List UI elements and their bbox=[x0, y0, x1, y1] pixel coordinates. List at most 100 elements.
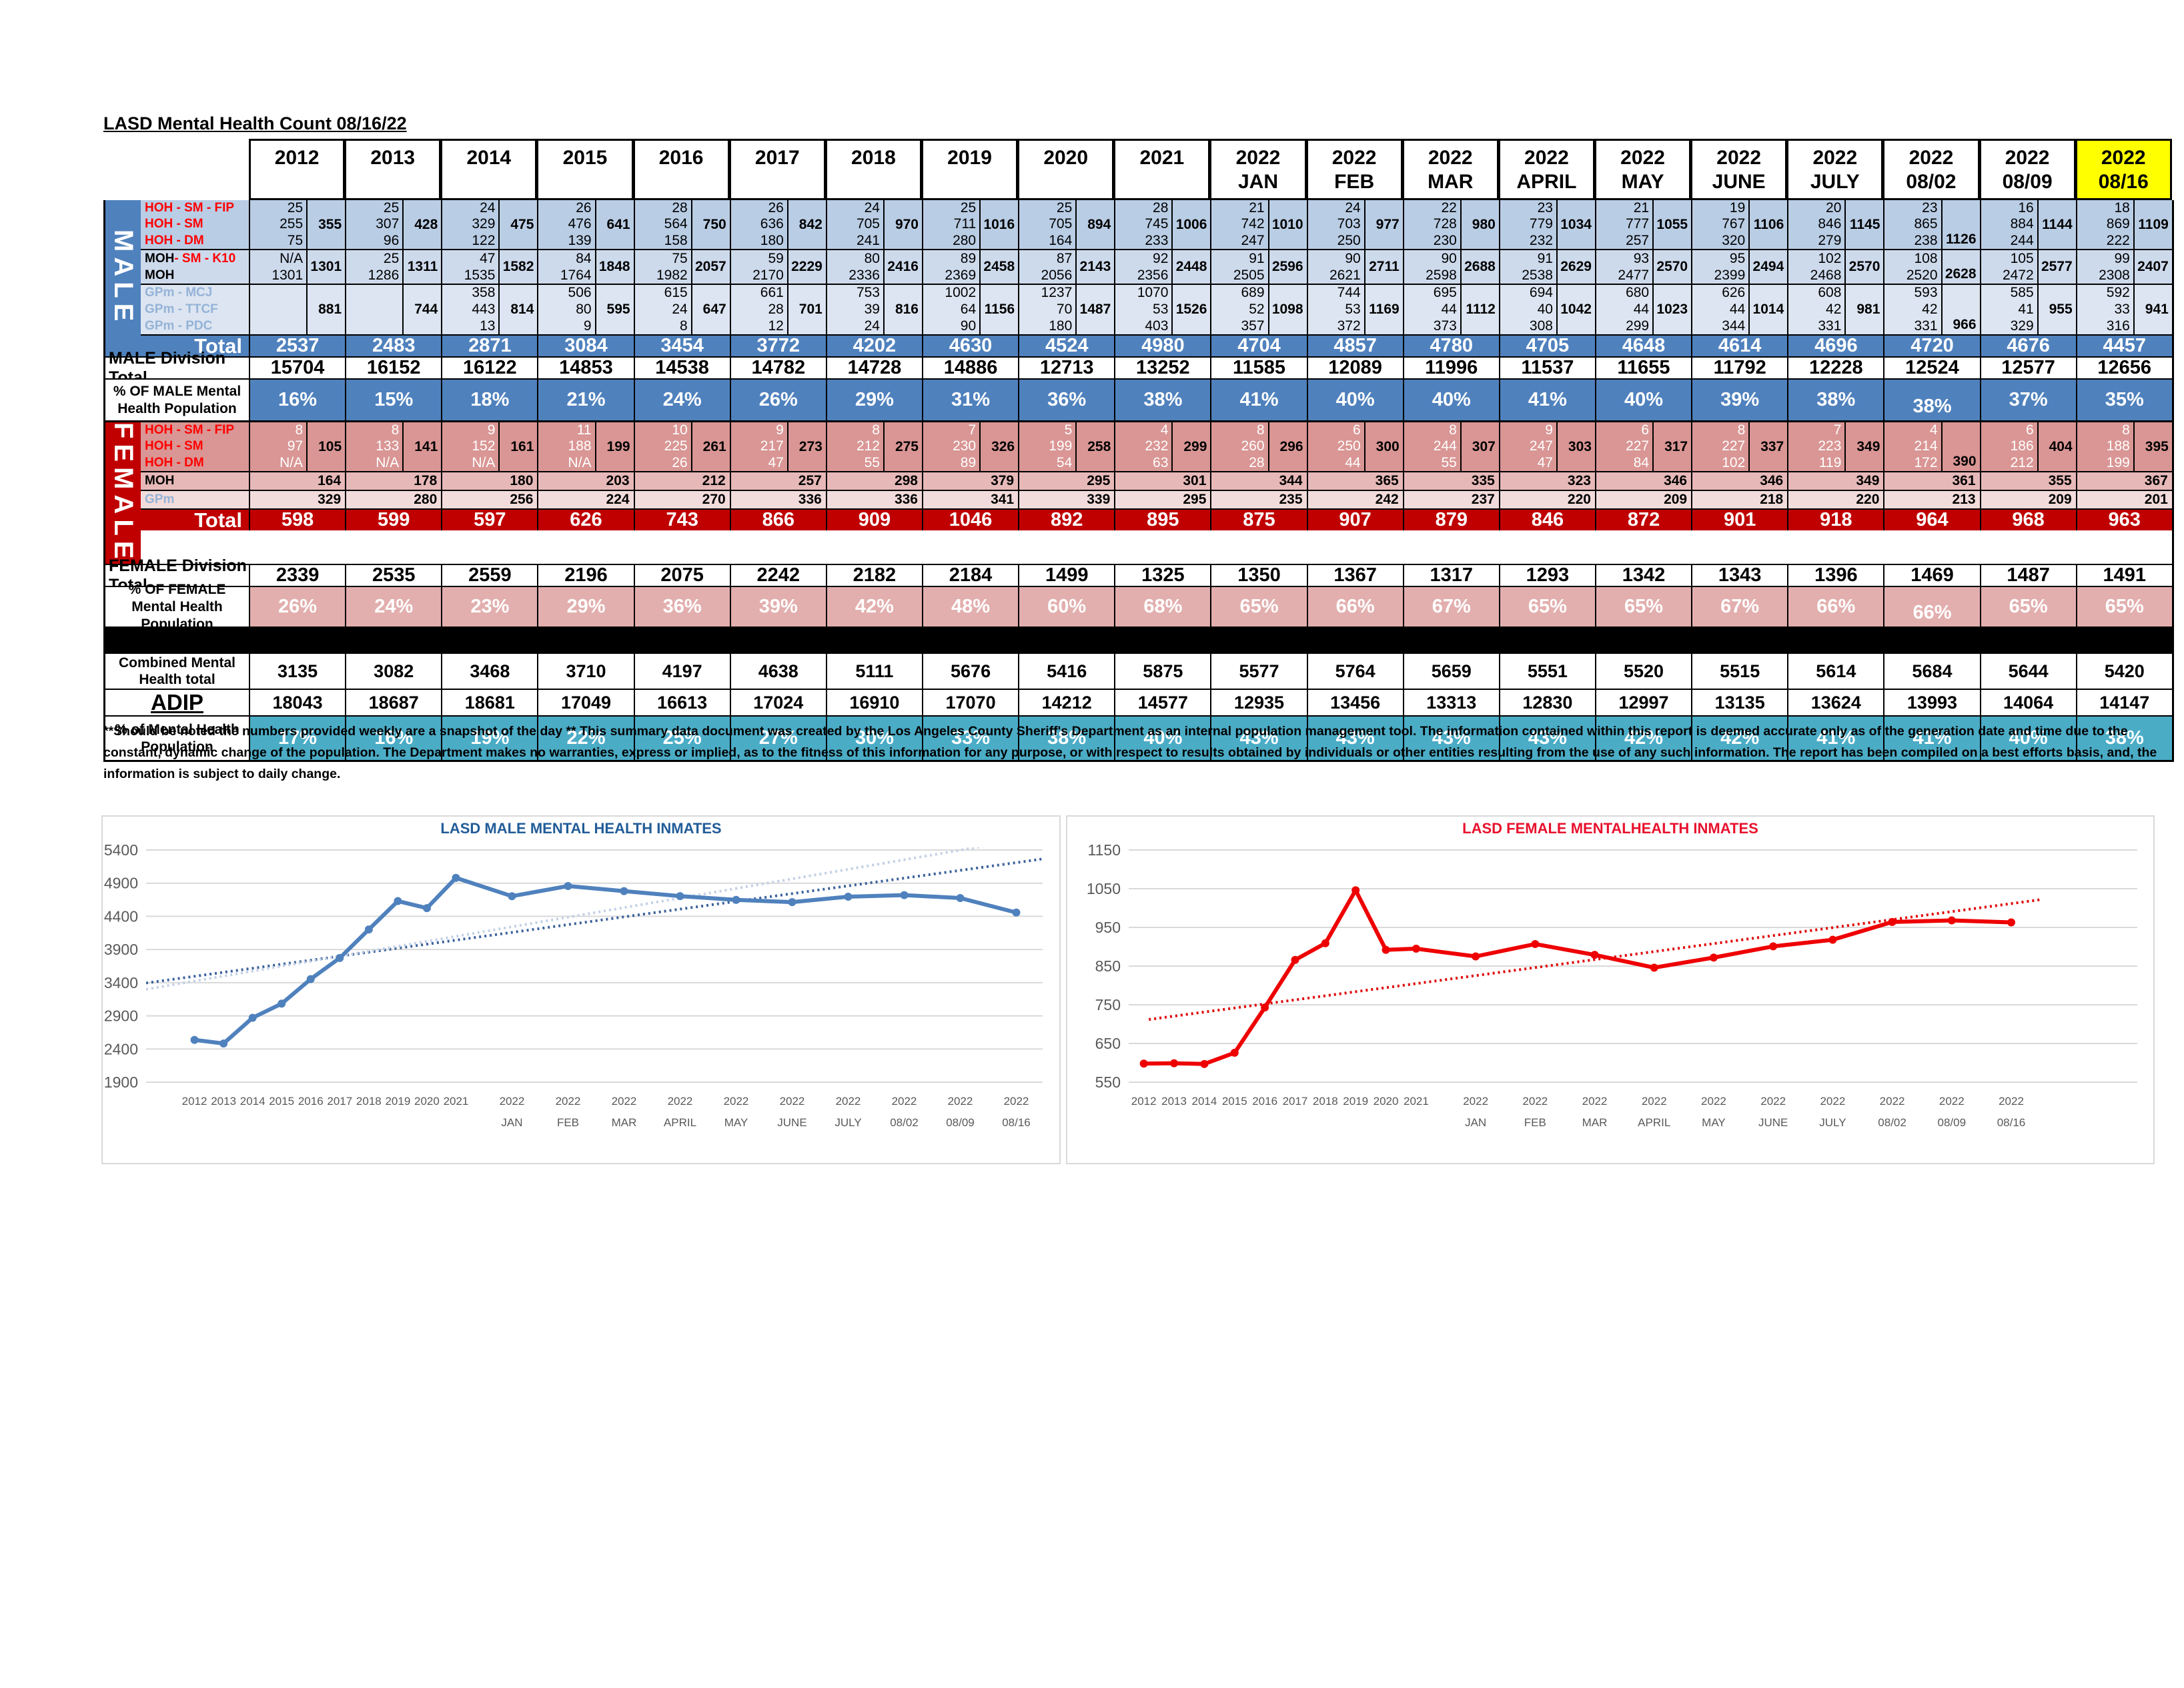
subtotal-cell: 2229 bbox=[786, 250, 826, 284]
value-cell: 689 bbox=[1241, 285, 1265, 301]
value-cell: 41 bbox=[2018, 302, 2034, 317]
svg-text:2015: 2015 bbox=[1222, 1095, 1247, 1108]
value-cell: 1301 bbox=[271, 267, 304, 283]
svg-text:JULY: JULY bbox=[835, 1116, 861, 1129]
data-cell: 102 2468 2570 bbox=[1787, 250, 1883, 284]
value-cell: 232 bbox=[1145, 438, 1169, 454]
data-cell: 12228 bbox=[1787, 357, 1883, 378]
data-cell: 593 42 331 966 bbox=[1883, 285, 1979, 334]
total-cell: 2537 bbox=[249, 335, 345, 356]
value-cell: 1764 bbox=[560, 267, 592, 283]
subtotal-cell: 1016 bbox=[979, 200, 1018, 249]
data-cell: 17049 bbox=[537, 690, 633, 716]
value-cell: 44 bbox=[1633, 302, 1650, 317]
data-cell: 11 188 N/A 199 bbox=[537, 422, 633, 471]
value-cell: 80 bbox=[864, 250, 880, 266]
value-cell: 158 bbox=[664, 232, 688, 248]
data-cell: 164 bbox=[249, 472, 345, 490]
value-cell: 2399 bbox=[1714, 267, 1746, 283]
data-cell: 13993 bbox=[1883, 690, 1979, 716]
row-label: MOH bbox=[145, 268, 175, 282]
value-cell: 75 bbox=[672, 250, 688, 266]
value-cell: 24 bbox=[1345, 200, 1361, 216]
data-cell: 26% bbox=[249, 587, 346, 627]
value-cell: 2505 bbox=[1233, 267, 1265, 283]
value-cell: 105 bbox=[2010, 250, 2034, 266]
data-cell: 201 bbox=[2075, 491, 2172, 508]
combined-pct-row: % of Mental Health Population 17% 16% 19% 22… bbox=[105, 715, 2172, 761]
data-cell: 14782 bbox=[729, 357, 826, 378]
data-cell: 1469 bbox=[1883, 564, 1979, 586]
total-cell: 598 bbox=[249, 509, 345, 530]
total-cell: 599 bbox=[345, 509, 441, 530]
svg-text:2021: 2021 bbox=[444, 1095, 469, 1108]
svg-text:2022: 2022 bbox=[1701, 1095, 1726, 1108]
value-cell: 694 bbox=[1529, 285, 1553, 301]
subtotal-cell: 1042 bbox=[1556, 285, 1595, 334]
value-cell: 2468 bbox=[1810, 267, 1842, 283]
row-label: HOH - SM - FIP bbox=[145, 423, 235, 438]
value-cell: 217 bbox=[760, 438, 784, 454]
value-cell: 767 bbox=[1722, 216, 1746, 232]
female-chart: 550 650 750 850 950 1050 1150 2012 2013 2014 2015 2… bbox=[1066, 815, 2155, 1164]
col-header-2019: 2019 bbox=[921, 139, 1019, 200]
data-cell: 12656 bbox=[2075, 357, 2172, 378]
value-cell: 180 bbox=[1049, 318, 1073, 334]
value-cell: 1070 bbox=[1137, 285, 1169, 301]
subtotal-cell: 390 bbox=[1941, 422, 1980, 471]
row-label: GPm bbox=[145, 492, 175, 506]
data-cell: 16122 bbox=[441, 357, 537, 378]
value-cell: 8 bbox=[391, 422, 400, 438]
data-cell: 27% bbox=[729, 717, 826, 761]
data-cell: 15704 bbox=[249, 357, 345, 378]
svg-text:2013: 2013 bbox=[1161, 1095, 1187, 1108]
male-section: MALE HOH - SM - FIP HOH - SM HOH - DM 25 255 7… bbox=[105, 200, 2172, 358]
data-cell: 65% bbox=[1210, 587, 1307, 627]
value-cell: 344 bbox=[1722, 318, 1746, 334]
value-cell: 593 bbox=[1914, 285, 1938, 301]
value-cell: 5 bbox=[1064, 422, 1073, 438]
col-header-2014: 2014 bbox=[441, 139, 538, 200]
subtotal-cell: 1526 bbox=[1171, 285, 1210, 334]
value-cell: 33 bbox=[2114, 302, 2130, 317]
value-cell: N/A bbox=[568, 454, 592, 470]
value-cell: 102 bbox=[1722, 454, 1746, 470]
data-cell: 5577 bbox=[1210, 654, 1306, 689]
data-cell: 41% bbox=[1498, 380, 1595, 420]
svg-text:2019: 2019 bbox=[385, 1095, 410, 1108]
data-cell: 15% bbox=[345, 380, 442, 420]
data-cell: 5520 bbox=[1594, 654, 1691, 689]
data-cell: 14577 bbox=[1114, 690, 1210, 716]
data-cell: 66% bbox=[1787, 587, 1884, 627]
value-cell: 188 bbox=[568, 438, 592, 454]
data-cell: 358 443 13 814 bbox=[441, 285, 537, 334]
subtotal-cell: 744 bbox=[402, 285, 441, 334]
subtotal-cell: 2711 bbox=[1363, 250, 1403, 284]
subtotal-cell: 296 bbox=[1267, 422, 1307, 471]
total-cell: 2483 bbox=[345, 335, 441, 356]
value-cell: 28 bbox=[768, 302, 784, 317]
data-cell: 40% bbox=[1979, 717, 2076, 761]
col-header-period: MAR bbox=[1428, 171, 1474, 193]
data-cell: 2196 bbox=[537, 564, 633, 586]
value-cell: 75 bbox=[287, 232, 304, 248]
svg-text:2018: 2018 bbox=[356, 1095, 382, 1108]
value-cell: 8 bbox=[1737, 422, 1746, 438]
data-cell: 75 1982 2057 bbox=[633, 250, 730, 284]
col-header-year: 2022 bbox=[1428, 147, 1473, 169]
data-cell: 22 728 230 980 bbox=[1402, 200, 1499, 249]
data-cell: 2182 bbox=[825, 564, 922, 586]
value-cell: 615 bbox=[664, 285, 688, 301]
data-cell: 21 742 247 1010 bbox=[1210, 200, 1306, 249]
data-cell: 18 869 222 1109 bbox=[2075, 200, 2172, 249]
subtotal-cell: 141 bbox=[402, 422, 441, 471]
col-header-year: 2022 bbox=[1716, 147, 1762, 169]
value-cell: 247 bbox=[1529, 438, 1553, 454]
data-cell: 257 bbox=[729, 472, 826, 490]
data-cell: 40% bbox=[1594, 380, 1692, 420]
subtotal-cell: 2570 bbox=[1652, 250, 1691, 284]
value-cell: 39 bbox=[864, 302, 880, 317]
data-cell: 99 2308 2407 bbox=[2075, 250, 2172, 284]
value-cell: 122 bbox=[472, 232, 496, 248]
svg-text:JAN: JAN bbox=[1465, 1116, 1486, 1129]
